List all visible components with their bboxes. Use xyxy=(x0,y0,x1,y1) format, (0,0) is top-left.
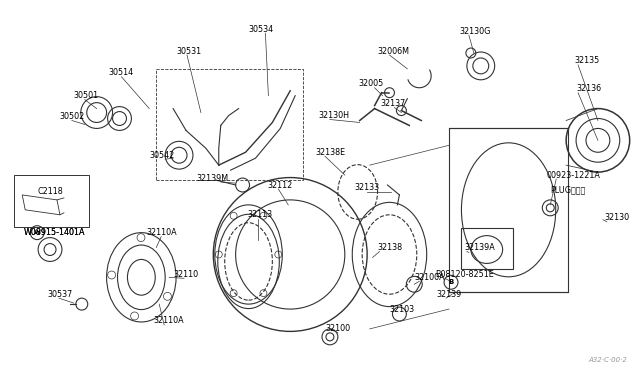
Text: 32113: 32113 xyxy=(248,210,273,219)
Text: 32006M: 32006M xyxy=(378,46,410,55)
Text: 00923-1221A: 00923-1221A xyxy=(547,171,600,180)
Text: 32133: 32133 xyxy=(355,183,380,192)
Text: 32110: 32110 xyxy=(173,270,198,279)
Text: 30502: 30502 xyxy=(59,112,84,121)
Bar xyxy=(14,175,89,227)
Text: W: W xyxy=(34,230,40,235)
Text: 32139A: 32139A xyxy=(465,243,495,252)
Text: A32·C·00·2: A32·C·00·2 xyxy=(589,357,628,363)
Text: 32112: 32112 xyxy=(268,180,292,189)
Text: 32135: 32135 xyxy=(574,57,599,65)
Text: 32110A: 32110A xyxy=(153,317,184,326)
Text: 32139M: 32139M xyxy=(196,174,228,183)
Text: 32005: 32005 xyxy=(358,79,384,88)
Text: 32100A: 32100A xyxy=(414,273,445,282)
Bar xyxy=(449,128,568,292)
Text: 32130: 32130 xyxy=(605,213,630,222)
Text: 32138: 32138 xyxy=(378,243,403,252)
Text: 30514: 30514 xyxy=(109,68,134,77)
Text: 32100: 32100 xyxy=(325,324,350,333)
Text: B08120-8251E: B08120-8251E xyxy=(435,270,494,279)
Text: 30531: 30531 xyxy=(176,46,201,55)
Text: W08915-1401A: W08915-1401A xyxy=(24,228,86,237)
Bar xyxy=(156,69,303,180)
Text: 32103: 32103 xyxy=(390,305,415,314)
Text: 32110A: 32110A xyxy=(147,228,177,237)
Text: 32130G: 32130G xyxy=(459,27,490,36)
Bar xyxy=(461,228,513,269)
Text: 30501: 30501 xyxy=(74,91,99,100)
Text: 32139: 32139 xyxy=(436,290,461,299)
Text: 32130H: 32130H xyxy=(318,111,349,120)
Text: PLUGプラグ: PLUGプラグ xyxy=(550,186,586,195)
Text: 32138E: 32138E xyxy=(315,148,345,157)
Text: C2118: C2118 xyxy=(37,187,63,196)
Text: W08915-1401A: W08915-1401A xyxy=(24,228,86,237)
Text: B: B xyxy=(449,279,454,285)
Text: 30542: 30542 xyxy=(149,151,175,160)
Text: 30534: 30534 xyxy=(248,25,274,34)
Text: 32137: 32137 xyxy=(381,99,406,108)
Text: 30537: 30537 xyxy=(47,290,72,299)
Text: 32136: 32136 xyxy=(576,84,601,93)
